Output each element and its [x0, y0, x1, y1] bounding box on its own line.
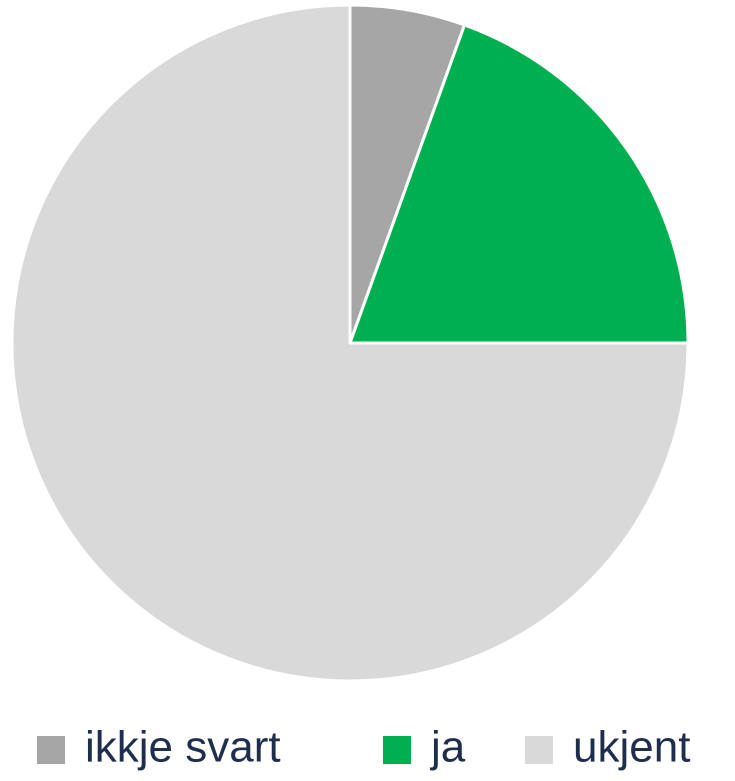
legend-label: ikkje svart	[85, 723, 281, 772]
pie-slice	[348, 23, 690, 345]
legend-swatch	[383, 736, 411, 764]
legend-swatch	[525, 736, 553, 764]
legend-label: ukjent	[573, 723, 690, 772]
legend-swatch	[37, 736, 65, 764]
legend-label: ja	[429, 723, 466, 772]
pie-slice	[10, 3, 690, 683]
